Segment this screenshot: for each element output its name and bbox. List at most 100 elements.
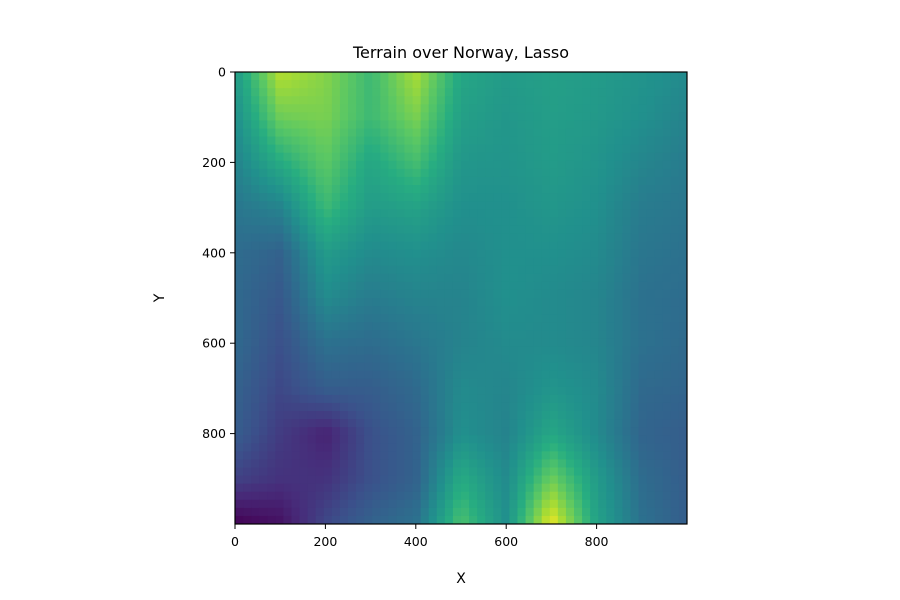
heatmap-cell: [469, 370, 478, 380]
heatmap-cell: [606, 459, 615, 469]
heatmap-cell: [574, 120, 583, 130]
heatmap-cell: [307, 80, 317, 89]
heatmap-cell: [235, 378, 244, 388]
heatmap-cell: [622, 346, 632, 356]
heatmap-cell: [243, 185, 252, 194]
heatmap-cell: [606, 354, 615, 364]
heatmap-cell: [622, 201, 632, 210]
heatmap-cell: [243, 104, 252, 113]
heatmap-cell: [630, 273, 640, 283]
heatmap-cell: [582, 314, 591, 323]
heatmap-cell: [622, 362, 632, 372]
heatmap-cell: [614, 354, 624, 364]
heatmap-cell: [380, 88, 389, 97]
heatmap-cell: [356, 306, 365, 315]
heatmap-cell: [412, 475, 422, 485]
heatmap-cell: [388, 168, 398, 178]
heatmap-cell: [598, 233, 607, 243]
heatmap-cell: [299, 209, 309, 218]
heatmap-cell: [243, 298, 252, 307]
heatmap-cell: [283, 273, 293, 283]
heatmap-cell: [348, 193, 357, 202]
heatmap-cell: [404, 168, 414, 178]
heatmap-cell: [315, 362, 325, 372]
heatmap-cell: [670, 80, 680, 89]
heatmap-cell: [485, 112, 494, 122]
heatmap-cell: [235, 435, 244, 444]
heatmap-cell: [404, 443, 414, 452]
heatmap-cell: [444, 402, 454, 412]
heatmap-cell: [654, 241, 664, 251]
heatmap-cell: [590, 459, 599, 469]
heatmap-cell: [388, 144, 398, 154]
heatmap-cell: [436, 241, 446, 251]
heatmap-cell: [323, 120, 333, 130]
heatmap-cell: [501, 491, 511, 501]
heatmap-cell: [469, 265, 478, 275]
heatmap-cell: [582, 354, 591, 364]
heatmap-cell: [243, 322, 252, 331]
heatmap-cell: [630, 306, 640, 315]
heatmap-cell: [259, 370, 268, 380]
heatmap-cell: [243, 160, 252, 170]
heatmap-cell: [436, 322, 446, 331]
heatmap-cell: [517, 507, 527, 517]
heatmap-cell: [557, 491, 567, 501]
heatmap-cell: [541, 112, 551, 122]
heatmap-cell: [299, 128, 309, 138]
heatmap-cell: [606, 289, 615, 299]
heatmap-cell: [388, 499, 398, 509]
heatmap-cell: [420, 217, 430, 226]
heatmap-cell: [396, 168, 406, 178]
heatmap-cell: [670, 72, 680, 81]
heatmap-cell: [525, 160, 535, 170]
heatmap-cell: [404, 241, 414, 251]
heatmap-cell: [469, 330, 478, 339]
heatmap-cell: [356, 427, 365, 436]
heatmap-cell: [275, 386, 285, 396]
heatmap-cell: [243, 72, 252, 81]
heatmap-cell: [372, 265, 381, 275]
heatmap-cell: [404, 411, 414, 420]
heatmap-cell: [348, 104, 357, 113]
heatmap-cell: [590, 370, 599, 380]
heatmap-cell: [299, 88, 309, 97]
heatmap-cell: [501, 233, 511, 243]
heatmap-cell: [388, 193, 398, 202]
heatmap-cell: [436, 168, 446, 178]
heatmap-cell: [469, 289, 478, 299]
heatmap-cell: [630, 120, 640, 130]
heatmap-cell: [339, 241, 349, 251]
heatmap-cell: [412, 128, 422, 138]
heatmap-cell: [267, 370, 276, 380]
heatmap-cell: [469, 483, 478, 493]
heatmap-cell: [396, 451, 406, 461]
heatmap-cell: [364, 419, 373, 428]
heatmap-cell: [469, 120, 478, 130]
heatmap-cell: [646, 176, 656, 186]
heatmap-cell: [396, 419, 406, 428]
heatmap-cell: [654, 354, 664, 364]
heatmap-cell: [678, 346, 687, 356]
heatmap-cell: [315, 330, 325, 339]
heatmap-cell: [582, 419, 591, 428]
heatmap-cell: [598, 80, 607, 89]
heatmap-cell: [509, 338, 519, 348]
heatmap-cell: [622, 338, 632, 348]
heatmap-cell: [259, 427, 268, 436]
heatmap-cell: [436, 459, 446, 469]
heatmap-cell: [364, 451, 373, 461]
heatmap-cell: [251, 136, 260, 146]
heatmap-cell: [549, 72, 559, 81]
heatmap-cell: [251, 176, 260, 186]
heatmap-cell: [428, 185, 438, 194]
heatmap-cell: [622, 185, 632, 194]
heatmap-cell: [574, 112, 583, 122]
heatmap-cell: [638, 298, 648, 307]
heatmap-cell: [654, 443, 664, 452]
heatmap-cell: [549, 128, 559, 138]
heatmap-cell: [372, 257, 381, 267]
heatmap-cell: [622, 289, 632, 299]
heatmap-cell: [331, 128, 341, 138]
heatmap-cell: [267, 249, 276, 259]
